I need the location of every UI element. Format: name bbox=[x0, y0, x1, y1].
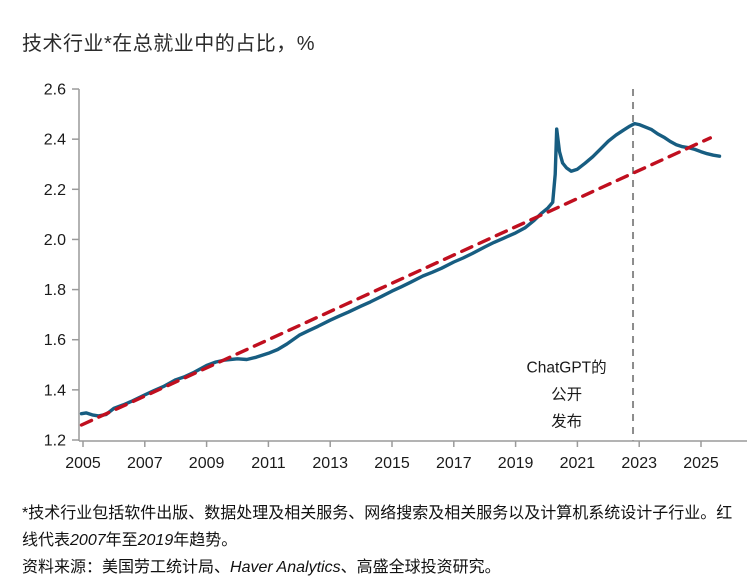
footnote-trend-end-year: 2019 bbox=[137, 532, 174, 549]
y-tick-label: 1.8 bbox=[44, 282, 66, 299]
y-tick-label: 1.2 bbox=[44, 433, 66, 450]
chart-svg: 1.2 1.4 1.6 1.8 2.0 2.2 2.4 2.6 2005 2007 2009 2011… bbox=[44, 82, 747, 472]
x-tick-label: 2011 bbox=[251, 455, 286, 472]
chart-title: 技术行业*在总就业中的占比，% bbox=[22, 33, 316, 55]
y-tick-label: 2.6 bbox=[44, 82, 66, 99]
x-tick-label: 2013 bbox=[312, 455, 348, 472]
x-tick-label: 2017 bbox=[436, 455, 472, 472]
y-tick-label: 2.0 bbox=[44, 232, 66, 249]
source-vendor: Haver Analytics bbox=[230, 559, 341, 576]
x-tick-label: 2019 bbox=[498, 455, 534, 472]
y-tick-label: 1.4 bbox=[44, 382, 66, 399]
y-tick-label: 2.2 bbox=[44, 182, 66, 199]
footnote-block: *技术行业包括软件出版、数据处理及相关服务、网络搜索及相关服务以及计算机系统设计… bbox=[22, 500, 738, 581]
footnote-definition: *技术行业包括软件出版、数据处理及相关服务、网络搜索及相关服务以及计算机系统设计… bbox=[22, 500, 738, 554]
y-tick-label: 1.6 bbox=[44, 332, 66, 349]
x-tick-label: 2005 bbox=[65, 455, 101, 472]
chatgpt-annotation-line: 公开 bbox=[551, 386, 582, 403]
source-line: 资料来源：美国劳工统计局、Haver Analytics、高盛全球投资研究。 bbox=[22, 554, 738, 581]
footnote-text: *技术行业包括软件出版、数据处理及相关服务、网络搜索及相关服务以及计算机系统设计… bbox=[22, 505, 733, 549]
footnote-trend-start-year: 2007 bbox=[70, 532, 106, 549]
y-tick-label: 2.4 bbox=[44, 132, 66, 149]
chatgpt-annotation: ChatGPT的公开发布 bbox=[527, 358, 607, 430]
source-text: 、高盛全球投资研究。 bbox=[340, 559, 501, 576]
chatgpt-annotation-line: 发布 bbox=[551, 412, 582, 430]
trend-line bbox=[79, 136, 712, 427]
x-tick-label: 2015 bbox=[374, 455, 410, 472]
source-text: 资料来源：美国劳工统计局、 bbox=[22, 559, 231, 576]
x-tick-label: 2021 bbox=[560, 455, 596, 472]
line-chart: 1.2 1.4 1.6 1.8 2.0 2.2 2.4 2.6 2005 2007 2009 2011… bbox=[0, 73, 751, 491]
x-tick-label: 2009 bbox=[189, 455, 225, 472]
x-tick-label: 2007 bbox=[127, 455, 163, 472]
employment-share-line bbox=[79, 121, 722, 418]
x-tick-label: 2023 bbox=[621, 455, 657, 472]
footnote-text: 年趋势。 bbox=[173, 532, 238, 549]
footnote-text: 年至 bbox=[105, 532, 138, 549]
chatgpt-annotation-line: ChatGPT的 bbox=[527, 358, 607, 376]
x-tick-label: 2025 bbox=[683, 455, 719, 472]
